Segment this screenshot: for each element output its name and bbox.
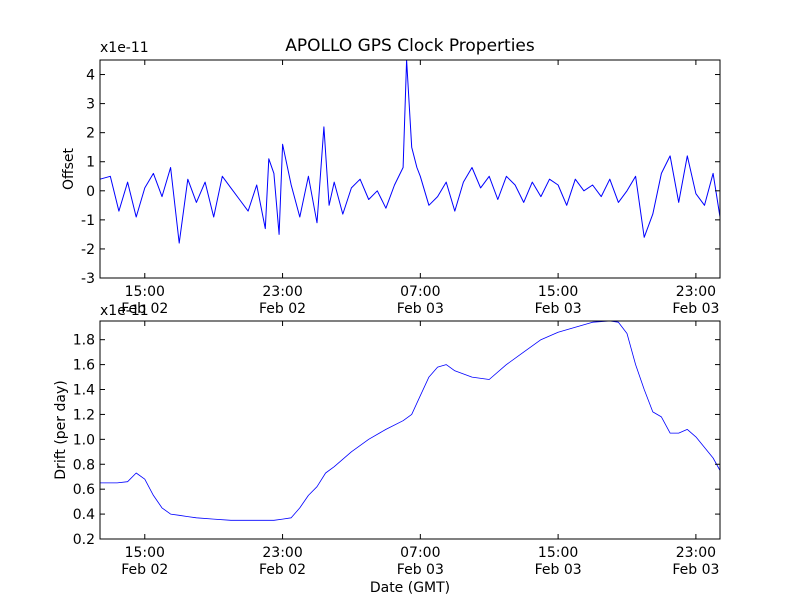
y-tick-label: 0: [86, 184, 95, 200]
drift-axes-frame: [99, 320, 721, 540]
offset-plot-area: [99, 59, 721, 244]
offset-series-line: [99, 59, 721, 244]
y-tick-label: 3: [86, 97, 95, 113]
x-tick-date-label: Feb 02: [259, 562, 306, 578]
y-tick-label: 4: [86, 68, 95, 84]
offset-axis-label: Offset: [61, 147, 77, 190]
y-tick-label: 1.2: [73, 407, 95, 423]
x-tick-date-label: Feb 02: [121, 562, 168, 578]
x-tick-time-label: 15:00: [538, 284, 578, 300]
y-tick-label: 1.8: [73, 333, 95, 349]
drift-y-ticks: 0.2 0.4 0.6 0.8 1.0 1.2 1.4 1.6 1.8: [73, 333, 720, 548]
drift-scale-label: x1e-11: [100, 303, 149, 319]
x-tick-time-label: 07:00: [400, 545, 440, 561]
drift-series-line: [100, 320, 721, 521]
x-tick-date-label: Feb 03: [535, 562, 582, 578]
y-tick-label: 1.0: [73, 432, 95, 448]
chart-title: APOLLO GPS Clock Properties: [285, 36, 535, 56]
y-tick-label: 0.4: [73, 507, 95, 523]
x-tick-date-label: Feb 03: [397, 562, 444, 578]
y-tick-label: 1.6: [73, 358, 95, 374]
drift-plot-area: [100, 320, 721, 521]
y-tick-label: 0.6: [73, 482, 95, 498]
x-tick-time-label: 23:00: [262, 284, 302, 300]
x-tick-date-label: Feb 03: [672, 301, 719, 317]
y-tick-label: -3: [81, 271, 95, 287]
x-tick-date-label: Feb 03: [535, 301, 582, 317]
y-tick-label: 0.8: [73, 457, 95, 473]
y-tick-label: -1: [81, 213, 95, 229]
x-tick-date-label: Feb 03: [397, 301, 444, 317]
offset-scale-label: x1e-11: [100, 40, 149, 56]
y-tick-label: 1.4: [73, 383, 95, 399]
y-tick-label: 1: [86, 155, 95, 171]
x-tick-time-label: 15:00: [125, 284, 165, 300]
x-tick-time-label: 23:00: [262, 545, 302, 561]
x-tick-time-label: 07:00: [400, 284, 440, 300]
x-axis-label: Date (GMT): [370, 580, 450, 596]
offset-y-ticks: -3 -2 -1 0 1 2 3 4: [81, 68, 720, 287]
x-tick-date-label: Feb 02: [121, 301, 168, 317]
x-tick-time-label: 23:00: [676, 545, 716, 561]
x-tick-time-label: 15:00: [538, 545, 578, 561]
offset-axes-frame: [99, 59, 721, 279]
x-tick-date-label: Feb 02: [259, 301, 306, 317]
y-tick-label: 0.2: [73, 532, 95, 548]
drift-axis-label: Drift (per day): [53, 380, 69, 479]
x-tick-time-label: 23:00: [676, 284, 716, 300]
x-tick-time-label: 15:00: [125, 545, 165, 561]
y-tick-label: 2: [86, 126, 95, 142]
drift-panel: x1e-11 Drift (per day) 0.2 0.4 0.6 0.8 1.0 1.…: [53, 303, 721, 578]
x-tick-date-label: Feb 03: [672, 562, 719, 578]
y-tick-label: -2: [81, 242, 95, 258]
